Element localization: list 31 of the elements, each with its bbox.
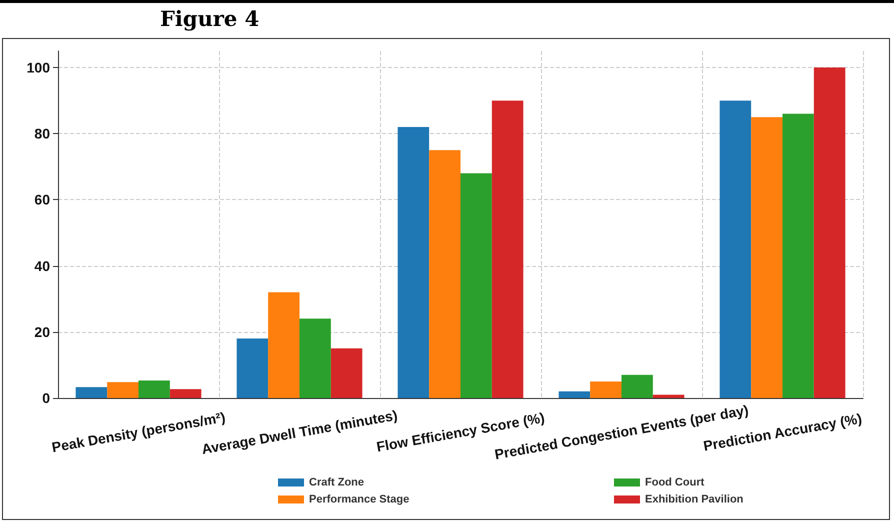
bar bbox=[782, 114, 814, 398]
y-tick-label: 40 bbox=[34, 258, 50, 274]
bar bbox=[590, 381, 622, 398]
bar bbox=[107, 382, 138, 398]
bar bbox=[460, 173, 492, 398]
y-tick-label: 60 bbox=[34, 192, 50, 208]
bar bbox=[170, 389, 202, 398]
bar bbox=[268, 292, 300, 398]
bar bbox=[652, 394, 684, 398]
y-tick-label: 0 bbox=[42, 390, 50, 406]
bar bbox=[236, 338, 268, 398]
y-tick-label: 20 bbox=[34, 324, 50, 340]
legend-label: Food Court bbox=[645, 476, 705, 488]
bar bbox=[720, 100, 752, 398]
bar bbox=[398, 127, 430, 398]
bar bbox=[429, 150, 460, 398]
chart-title: Figure 4 bbox=[160, 6, 260, 31]
bar bbox=[622, 374, 653, 398]
legend-label: Exhibition Pavilion bbox=[645, 494, 744, 506]
bar bbox=[558, 391, 590, 398]
legend-label: Performance Stage bbox=[309, 494, 410, 506]
y-tick-label: 100 bbox=[26, 60, 50, 76]
bar bbox=[76, 387, 108, 398]
bar bbox=[751, 117, 782, 398]
bar bbox=[492, 100, 524, 398]
bar bbox=[814, 68, 846, 398]
bar bbox=[330, 348, 362, 398]
bar bbox=[138, 380, 170, 398]
bar bbox=[300, 318, 331, 398]
legend-label: Craft Zone bbox=[309, 476, 364, 488]
y-tick-label: 80 bbox=[34, 126, 50, 142]
